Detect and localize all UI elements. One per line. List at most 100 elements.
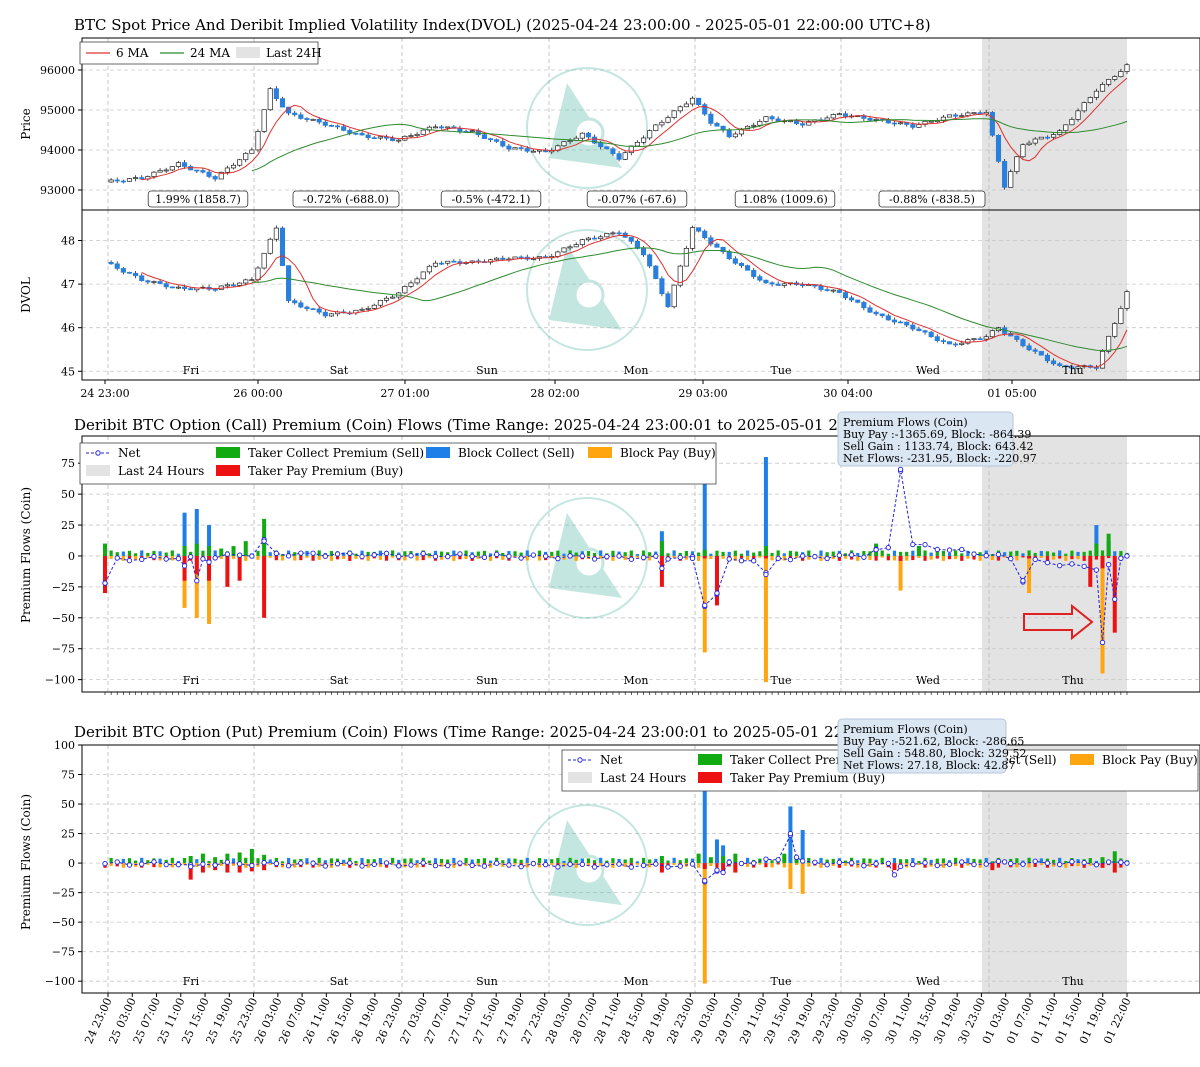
put-bar-small — [605, 860, 609, 864]
price-candle — [732, 133, 738, 138]
price-candle — [316, 119, 322, 123]
call-bar-small — [1088, 550, 1092, 556]
call-net-point — [1069, 561, 1075, 567]
price-candle — [959, 115, 965, 117]
put-bar-small — [317, 857, 321, 864]
dvol-candle — [720, 246, 726, 253]
call-bar-small — [709, 553, 713, 556]
price-candle — [445, 126, 451, 129]
put-bar-small — [1051, 859, 1056, 864]
put-net-point — [420, 860, 426, 866]
put-bar-small — [195, 863, 199, 867]
call-bar-small — [831, 551, 835, 556]
put-bar-small — [556, 858, 560, 864]
dvol-candle — [1099, 350, 1106, 369]
put-bar-small — [758, 863, 762, 865]
put-bar-small — [366, 863, 370, 868]
call-net-point — [249, 553, 255, 559]
call-net-point — [910, 541, 916, 548]
price-candle — [1008, 171, 1014, 188]
put-ytick-label: 75 — [61, 769, 75, 782]
call-bar-small — [892, 550, 897, 556]
call-net-point — [922, 542, 928, 548]
dvol-candle — [1044, 354, 1050, 362]
put-bar-small — [599, 863, 603, 866]
price-candle — [365, 134, 371, 139]
price-candle — [243, 152, 249, 161]
price-candle — [1020, 144, 1026, 158]
dvol-candle — [108, 261, 114, 265]
put-bar-small — [745, 857, 750, 864]
call-net-point — [383, 550, 390, 556]
legend-ma6-label: 6 MA — [116, 46, 149, 60]
call-bar-small — [1100, 550, 1105, 556]
dvol-xtick-label: 24 23:00 — [80, 387, 129, 400]
call-bar — [207, 555, 212, 581]
price-candle — [567, 140, 573, 143]
call-bar-small — [1027, 550, 1031, 556]
put-net-point — [959, 859, 965, 865]
put-bar-small — [115, 863, 119, 867]
put-net-point — [114, 859, 120, 865]
call-bar-small — [752, 552, 756, 556]
price-candle — [322, 121, 328, 126]
call-net-point — [334, 551, 341, 557]
call-net-point — [946, 547, 953, 553]
put-bar-small — [433, 858, 438, 864]
call-bar-small — [201, 550, 205, 556]
price-candle — [163, 169, 169, 172]
put-net-point — [261, 859, 267, 866]
call-legend-net-label: Net — [118, 446, 141, 460]
put-net-point — [751, 860, 757, 866]
put-bar-small — [470, 859, 474, 864]
put-bar-small — [476, 863, 480, 866]
put-net-point — [653, 861, 659, 867]
call-net-point — [640, 554, 647, 561]
call-axes-frame — [81, 435, 1200, 693]
dvol-candle — [977, 338, 983, 341]
dvol-candle — [579, 239, 585, 245]
put-chart-title: Deribit BTC Option (Put) Premium (Coin) … — [74, 723, 958, 741]
call-bar-small — [556, 550, 560, 556]
dvol-candle — [157, 281, 163, 284]
price-change-annotation: -0.88% (-838.5) — [889, 193, 975, 206]
put-bar-small — [782, 863, 786, 868]
put-bar-small — [1039, 863, 1043, 866]
dvol-candle — [953, 343, 959, 346]
dvol-candle — [971, 338, 977, 341]
put-bar-small — [488, 863, 493, 868]
price-candle — [579, 132, 585, 139]
put-bar-small — [929, 859, 933, 864]
put-net-point — [922, 860, 928, 866]
price-ytick-label: 93000 — [40, 184, 75, 197]
put-bar-small — [629, 857, 633, 864]
put-net-point — [383, 860, 390, 866]
put-bar-small — [525, 863, 529, 868]
put-bar — [990, 863, 995, 871]
call-bar-small — [140, 550, 144, 556]
call-bar — [219, 548, 224, 556]
price-change-annotation-box — [734, 190, 836, 208]
call-ytick-label: −75 — [52, 643, 75, 656]
price-candle — [1014, 156, 1020, 172]
put-bar-small — [519, 859, 523, 864]
put-bar-small — [972, 858, 976, 864]
put-bar-small — [544, 859, 548, 864]
call-ytick-label: 50 — [61, 488, 75, 501]
dvol-candle — [898, 321, 904, 324]
call-bar-small — [911, 550, 915, 556]
dvol-candle — [224, 284, 230, 287]
put-net-point — [793, 854, 800, 860]
put-net-point — [812, 859, 818, 865]
call-bar-small — [1003, 552, 1007, 556]
call-bar-small — [745, 555, 750, 560]
put-net-point — [347, 860, 353, 866]
call-bar — [194, 543, 199, 556]
call-bar-small — [127, 555, 132, 559]
call-bar-small — [1094, 555, 1099, 560]
call-net-point — [1105, 561, 1112, 568]
call-bar-small — [189, 551, 193, 556]
put-bar-small — [1076, 863, 1080, 867]
call-net-point — [1044, 559, 1051, 566]
dvol-candle — [286, 265, 292, 301]
